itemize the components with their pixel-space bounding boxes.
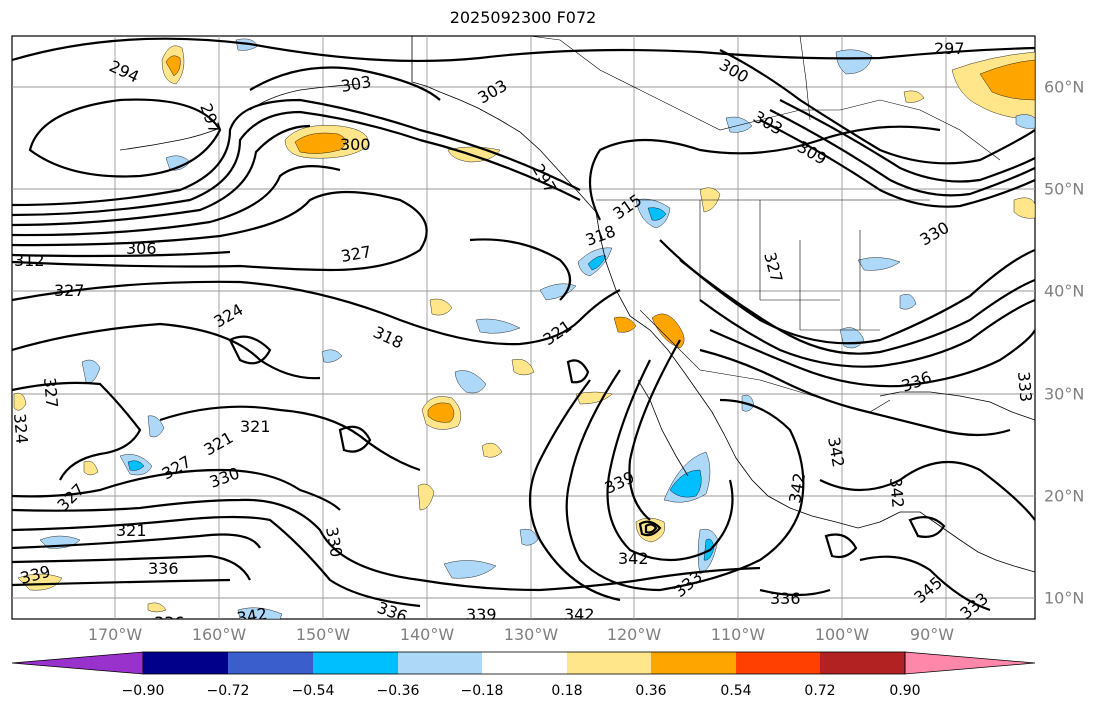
lon-label: 110°W bbox=[710, 625, 766, 644]
lat-label: 40°N bbox=[1044, 281, 1085, 301]
colorbar-segment bbox=[228, 652, 313, 674]
lon-label: 130°W bbox=[503, 625, 559, 644]
colorbar-tick-label: −0.18 bbox=[460, 683, 504, 699]
colorbar-tick-label: 0.72 bbox=[804, 683, 836, 699]
colorbar-tick-label: −0.72 bbox=[206, 683, 250, 699]
colorbar-segment bbox=[651, 652, 736, 674]
contour-label: 327 bbox=[40, 377, 62, 409]
contour-label: 342 bbox=[618, 549, 649, 568]
lon-label: 170°W bbox=[87, 625, 143, 644]
colorbar-segment bbox=[143, 652, 228, 674]
colorbar-tick-label: 0.54 bbox=[720, 683, 752, 699]
colorbar-tick-label: 0.18 bbox=[551, 683, 583, 699]
contour-label: 327 bbox=[54, 281, 85, 300]
colorbar-tick-label: −0.90 bbox=[121, 683, 165, 699]
contour-label: 306 bbox=[126, 239, 157, 258]
contour-label: 321 bbox=[240, 417, 271, 436]
map-title: 2025092300 F072 bbox=[449, 8, 597, 27]
colorbar-tick-label: 0.36 bbox=[635, 683, 667, 699]
lon-label: 120°W bbox=[606, 625, 662, 644]
lon-label: 160°W bbox=[191, 625, 247, 644]
contour-label: 336 bbox=[770, 589, 801, 608]
lat-label: 10°N bbox=[1044, 588, 1085, 608]
contour-label: 342 bbox=[564, 605, 595, 624]
lon-label: 90°W bbox=[909, 625, 955, 644]
map-panel: 294 297 303 303 300 300 303 309 297 297 … bbox=[10, 35, 1036, 632]
lon-label: 150°W bbox=[295, 625, 351, 644]
colorbar-segment bbox=[567, 652, 651, 674]
colorbar bbox=[11, 651, 1036, 675]
coastlines bbox=[119, 36, 1035, 573]
contour-label: 342 bbox=[235, 604, 268, 628]
colorbar-tick-label: 0.90 bbox=[889, 683, 921, 699]
contour-label: 324 bbox=[10, 413, 32, 445]
colorbar-tick-label: −0.54 bbox=[291, 683, 335, 699]
colorbar-tick-label: −0.36 bbox=[376, 683, 420, 699]
contour-label: 312 bbox=[14, 251, 45, 270]
lat-label: 50°N bbox=[1044, 179, 1085, 199]
contour-label: 297 bbox=[934, 39, 965, 58]
contour-label: 321 bbox=[116, 521, 147, 540]
contour-label: 339 bbox=[466, 605, 497, 624]
contour-label: 342 bbox=[886, 477, 908, 509]
colorbar-segment bbox=[313, 652, 398, 674]
colorbar-segment bbox=[398, 652, 482, 674]
colorbar-extend-max bbox=[904, 651, 1036, 675]
colorbar-segment bbox=[736, 652, 820, 674]
lat-label: 20°N bbox=[1044, 486, 1085, 506]
lon-label: 100°W bbox=[814, 625, 870, 644]
colorbar-segment bbox=[482, 652, 567, 674]
contour-label: 336 bbox=[148, 559, 179, 578]
lon-label: 140°W bbox=[399, 625, 455, 644]
colorbar-segment bbox=[820, 652, 905, 674]
colorbar-extend-min bbox=[11, 651, 144, 675]
contour-label: 300 bbox=[340, 135, 371, 154]
contour-label: 333 bbox=[1014, 371, 1036, 403]
contour-lines bbox=[12, 37, 1035, 612]
lat-label: 30°N bbox=[1044, 384, 1085, 404]
contour-label: 336 bbox=[154, 613, 185, 632]
lat-label: 60°N bbox=[1044, 77, 1085, 97]
